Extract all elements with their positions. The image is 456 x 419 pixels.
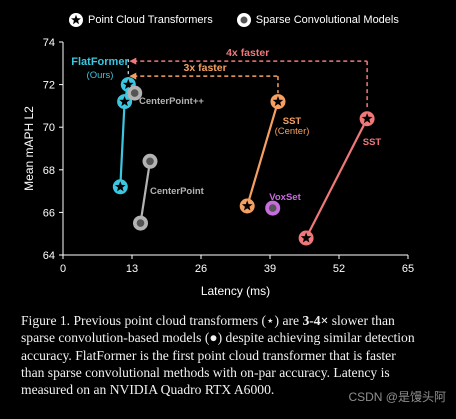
x-axis-title: Latency (ms) (201, 284, 270, 298)
star-marker-icon (69, 13, 83, 27)
point-star (361, 113, 373, 124)
star-point (359, 111, 375, 127)
series-labels: FlatFormer (Ours) CenterPoint++ CenterPoint… (71, 56, 381, 203)
x-tick-label: 65 (402, 263, 414, 275)
x-tick-label: 13 (126, 263, 138, 275)
x-tick-label: 0 (60, 263, 66, 275)
x-tick-label: 26 (195, 263, 207, 275)
circle-point (127, 85, 143, 101)
circle-point (142, 153, 158, 169)
star-point (117, 94, 133, 110)
star-point (112, 179, 128, 195)
point-hole (136, 219, 145, 227)
circle-point (265, 200, 281, 216)
point-star (122, 79, 134, 90)
figure-caption: Figure 1. Previous point cloud transform… (21, 312, 421, 398)
scatter-chart: 0 13 26 39 52 65 64 66 68 70 72 74 Latency (ms) Mean … (22, 37, 414, 298)
series-line (139, 161, 152, 224)
y-axis-title: Mean mAPH L2 (22, 106, 36, 191)
speedup-3x-label: 3x faster (184, 62, 227, 74)
series-label: VoxSet (269, 192, 301, 203)
series-label: (Center) (275, 126, 310, 137)
chart-axes: 0 13 26 39 52 65 64 66 68 70 72 74 Latency (ms) Mean … (22, 37, 414, 298)
series-label: SST (363, 137, 382, 148)
y-tick-label: 74 (43, 37, 55, 49)
y-tick-label: 64 (43, 250, 55, 262)
point-hole (146, 157, 154, 166)
series-label: CenterPoint (150, 186, 205, 197)
point-hole (268, 204, 277, 212)
y-tick-label: 66 (43, 207, 55, 219)
x-tick-label: 52 (333, 263, 345, 275)
speedup-3x-arrowhead (129, 72, 137, 80)
legend-label-transformers: Point Cloud Transformers (88, 13, 213, 26)
legend-label-sparse-conv: Sparse Convolutional Models (255, 13, 399, 26)
speedup-annotations: 4x faster 3x faster (127, 47, 368, 111)
series-line (305, 118, 369, 239)
caption-text-2: slower than sparse convolution-based mod… (21, 313, 415, 398)
circle-marker-icon (236, 13, 251, 27)
data-points (112, 77, 375, 246)
legend-item-transformers: Point Cloud Transformers (68, 12, 213, 28)
point-hole (130, 89, 139, 97)
star-point (239, 198, 255, 214)
series-line (246, 101, 280, 207)
point-star (114, 181, 126, 192)
point-star (272, 96, 284, 107)
series-label: (Ours) (87, 70, 114, 81)
point-star (119, 96, 130, 107)
caption-bold: 3-4× (302, 313, 329, 328)
y-tick-label: 68 (43, 165, 55, 177)
y-tick-label: 72 (43, 80, 55, 92)
series-label: FlatFormer (71, 56, 129, 68)
circle-point (133, 215, 148, 231)
x-tick-label: 39 (264, 263, 276, 275)
watermark: CSDN @是馒头阿 (348, 390, 446, 404)
point-star (300, 232, 312, 243)
point-star (241, 200, 253, 211)
chart-legend: Point Cloud Transformers Sparse Convolut… (68, 12, 419, 28)
star-point (298, 230, 314, 246)
series-label: SST (283, 116, 302, 127)
speedup-4x-label: 4x faster (226, 47, 269, 59)
star-point (270, 94, 286, 110)
caption-text-1: Figure 1. Previous point cloud transform… (21, 313, 303, 328)
series-label: CenterPoint++ (139, 96, 204, 107)
legend-item-sparse-conv: Sparse Convolutional Models (236, 12, 399, 28)
speedup-4x-arrowhead (129, 57, 137, 65)
y-tick-label: 70 (43, 122, 55, 134)
